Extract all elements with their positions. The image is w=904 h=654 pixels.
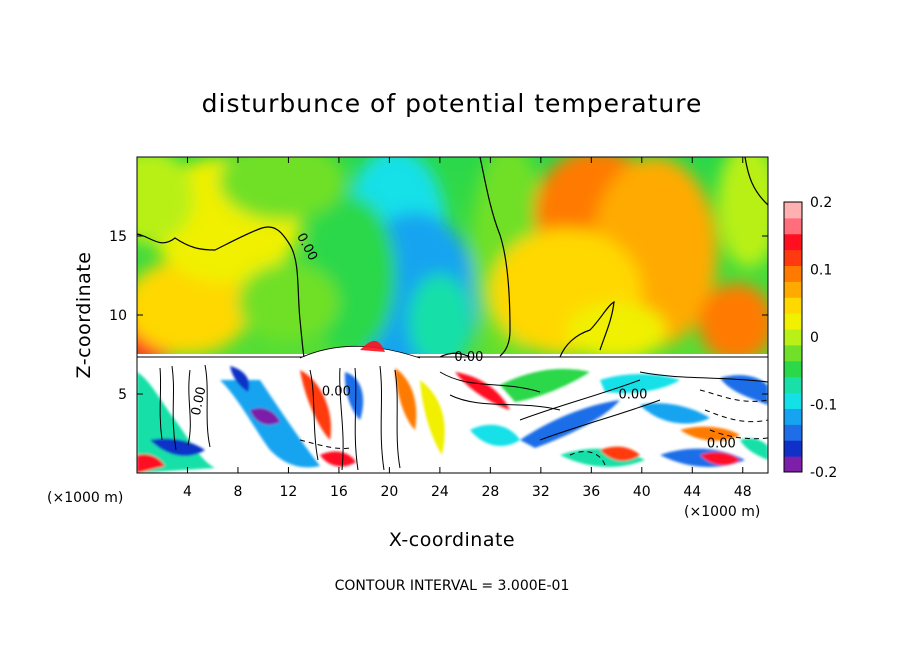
field-blob-12 [219,157,346,221]
y-axis: 5 10 15 [109,229,768,403]
colorbar-tick-label-0: 0.2 [810,195,832,211]
contour-label-4: 0.00 [618,388,647,403]
y-tick-label-0: 5 [118,387,127,403]
colorbar-swatch-8 [784,329,802,346]
tropopause-band [137,354,768,358]
contour-interval-note: CONTOUR INTERVAL = 3.000E-01 [335,578,570,594]
colorbar-swatch-5 [784,376,802,394]
upper-field [137,157,768,387]
x-axis: 4 8 12 16 20 24 28 32 36 40 44 48 [183,157,752,500]
x-tick-label-11: 48 [734,484,752,500]
x-tick-label-8: 36 [582,484,600,500]
colorbar-swatch-12 [784,265,802,282]
zero-contour-far-right [744,157,768,206]
colorbar-tick-label-1: 0.1 [810,263,832,279]
x-unit-label-left: (×1000 m) [47,490,123,506]
colorbar: 0.2 0.1 0 -0.1 -0.2 [783,195,837,481]
field-blob-14 [717,157,768,268]
y-tick-label-1: 10 [109,308,127,324]
x-tick-label-1: 8 [233,484,242,500]
x-tick-label-4: 20 [380,484,398,500]
colorbar-swatch-3 [784,408,802,425]
field-blob-15 [237,262,339,342]
colorbar-swatch-9 [784,313,802,330]
y-tick-label-2: 15 [109,229,127,245]
lower-turbulent-layer [137,357,768,473]
colorbar-swatch-11 [784,281,802,298]
colorbar-swatch-14 [784,233,802,251]
colorbar-swatch-7 [784,344,802,362]
x-tick-label-0: 4 [183,484,192,500]
x-unit-label-right: (×1000 m) [684,504,760,520]
y-axis-label: Z-coordinate [73,252,95,379]
x-tick-label-10: 44 [683,484,701,500]
colorbar-swatch-16 [784,202,802,219]
x-tick-label-5: 24 [431,484,449,500]
field-blob-7 [698,283,768,363]
contour-label-2: 0.00 [322,385,351,400]
x-tick-label-6: 28 [481,484,499,500]
zero-contour-mid [479,157,511,357]
colorbar-swatch-10 [784,297,802,314]
colorbar-swatch-13 [784,249,802,267]
field-blob-10 [137,259,251,355]
x-tick-label-9: 40 [633,484,651,500]
colorbar-swatch-6 [784,360,802,378]
colorbar-tick-label-2: 0 [810,330,819,346]
zero-contour-right [559,300,615,358]
colorbar-swatch-0 [784,456,802,473]
colorbar-swatch-4 [784,392,802,409]
x-tick-label-2: 12 [280,484,298,500]
contour-label-5: 0.00 [707,437,736,452]
colorbar-swatch-15 [784,217,802,235]
zero-contour-upper-left [137,226,305,358]
field-blob-16 [566,302,668,360]
colorbar-tick-label-4: -0.2 [810,465,837,481]
x-tick-label-3: 16 [330,484,348,500]
contour-label-3: 0.00 [454,350,483,365]
x-axis-label: X-coordinate [389,529,515,551]
contour-labels: 0.000.00 0.000.000.000.00 [189,231,736,452]
colorbar-tick-label-3: -0.1 [810,398,837,414]
x-tick-label-7: 32 [532,484,550,500]
chart-title: disturbunce of potential temperature [202,89,703,118]
plot-area: 0.000.00 0.000.000.000.00 [137,157,768,473]
colorbar-swatch-1 [784,440,802,457]
field-blob-13 [137,157,194,244]
field-blob-2 [408,273,472,369]
contour-label-1: 0.00 [189,385,210,416]
colorbar-swatch-2 [784,424,802,441]
